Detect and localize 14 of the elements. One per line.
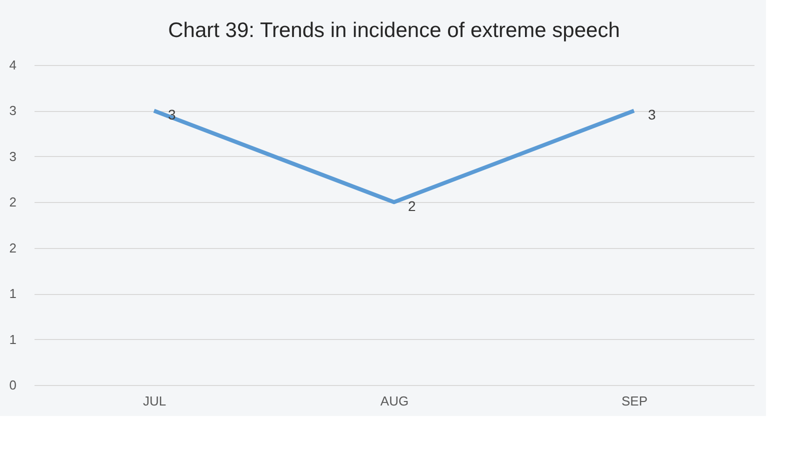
- data-label: 2: [408, 198, 416, 214]
- data-label: 3: [648, 106, 656, 123]
- x-tick-label: AUG: [380, 394, 409, 408]
- y-tick-label: 0: [9, 378, 16, 392]
- y-tick-label: 1: [9, 332, 16, 347]
- y-tick-label: 3: [9, 148, 16, 164]
- y-tick-label: 3: [9, 103, 16, 118]
- chart-title: Chart 39: Trends in incidence of extreme speech: [168, 19, 620, 42]
- x-tick-label: JUL: [142, 394, 166, 408]
- y-tick-label: 2: [9, 194, 16, 210]
- y-tick-label: 1: [9, 286, 16, 302]
- x-tick-label: SEP: [621, 394, 648, 408]
- y-tick-label: 2: [9, 240, 16, 256]
- y-tick-label: 4: [9, 58, 16, 72]
